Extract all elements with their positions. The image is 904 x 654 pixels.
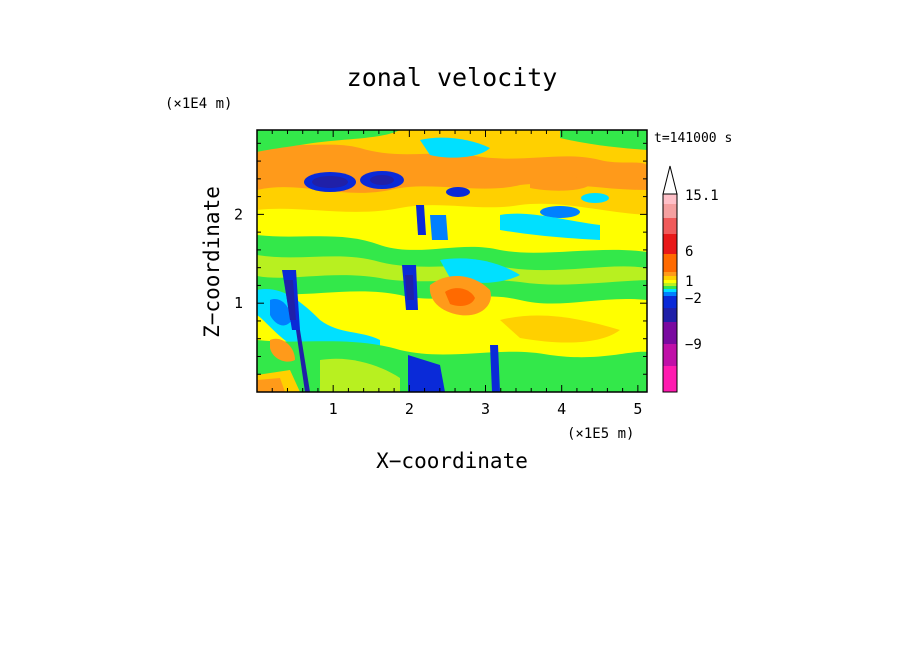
x-tick-label: 2 <box>405 400 414 418</box>
colorbar: 15.1 6 1−2 −9 <box>662 165 719 393</box>
field-region <box>257 378 285 392</box>
colorbar-swatch <box>663 280 677 283</box>
y-tick-label: 1 <box>234 294 243 312</box>
colorbar-swatch <box>663 289 677 292</box>
field-jet <box>430 215 448 240</box>
field-region <box>320 358 400 392</box>
colorbar-swatch <box>663 218 677 234</box>
colorbar-label: 15.1 <box>685 188 719 204</box>
field-jet <box>284 280 296 320</box>
time-label: t=141000 s <box>654 131 732 146</box>
x-tick-label: 4 <box>557 400 566 418</box>
field-region <box>420 137 490 158</box>
colorbar-swatch <box>663 344 677 366</box>
field-blob <box>312 176 348 188</box>
colorbar-swatch <box>663 234 677 254</box>
field-region <box>270 338 295 362</box>
field-region <box>530 174 590 191</box>
field-region <box>500 213 600 240</box>
colorbar-swatch <box>663 308 677 322</box>
field-jet <box>405 275 414 300</box>
field-jet <box>408 355 445 392</box>
colorbar-label: 1 <box>685 274 693 290</box>
field-region <box>445 288 475 306</box>
colorbar-swatch <box>663 194 677 204</box>
colorbar-label: −2 <box>685 291 702 307</box>
colorbar-label: 6 <box>685 244 693 260</box>
heatmap-field <box>257 130 647 392</box>
field-jet <box>490 345 500 392</box>
field-blob <box>446 187 470 197</box>
x-tick-label: 3 <box>481 400 490 418</box>
colorbar-swatch <box>663 296 677 308</box>
colorbar-swatch <box>663 276 677 280</box>
y-axis: 12 <box>234 142 647 375</box>
x-axis-label: X−coordinate <box>376 449 528 473</box>
field-blob <box>540 206 580 218</box>
colorbar-extend-max <box>662 165 678 195</box>
field-region <box>560 130 647 150</box>
colorbar-swatch <box>663 272 677 276</box>
field-region <box>270 299 292 326</box>
colorbar-swatch <box>663 366 677 392</box>
colorbar-swatch <box>663 254 677 272</box>
colorbar-label: −9 <box>685 337 702 353</box>
field-region <box>257 130 400 152</box>
x-axis: 1 2 3 4 5 <box>271 130 642 418</box>
field-region <box>500 315 620 343</box>
x-unit-label: (×1E5 m) <box>567 426 634 442</box>
field-jet <box>296 330 310 392</box>
colorbar-swatch <box>663 322 677 344</box>
field-blob <box>370 175 394 185</box>
field-jet <box>416 205 426 235</box>
colorbar-swatch <box>663 286 677 289</box>
y-tick-label: 2 <box>234 205 243 223</box>
colorbar-swatch <box>663 283 677 286</box>
field-blob <box>581 193 609 203</box>
x-tick-label: 1 <box>329 400 338 418</box>
x-tick-label: 5 <box>633 400 642 418</box>
colorbar-swatch <box>663 204 677 218</box>
y-unit-label: (×1E4 m) <box>165 96 232 112</box>
y-axis-label: Z−coordinate <box>200 186 224 338</box>
plot-frame <box>256 129 648 393</box>
colorbar-frame <box>662 193 678 393</box>
chart-title: zonal velocity <box>347 63 558 92</box>
colorbar-swatch <box>663 292 677 296</box>
